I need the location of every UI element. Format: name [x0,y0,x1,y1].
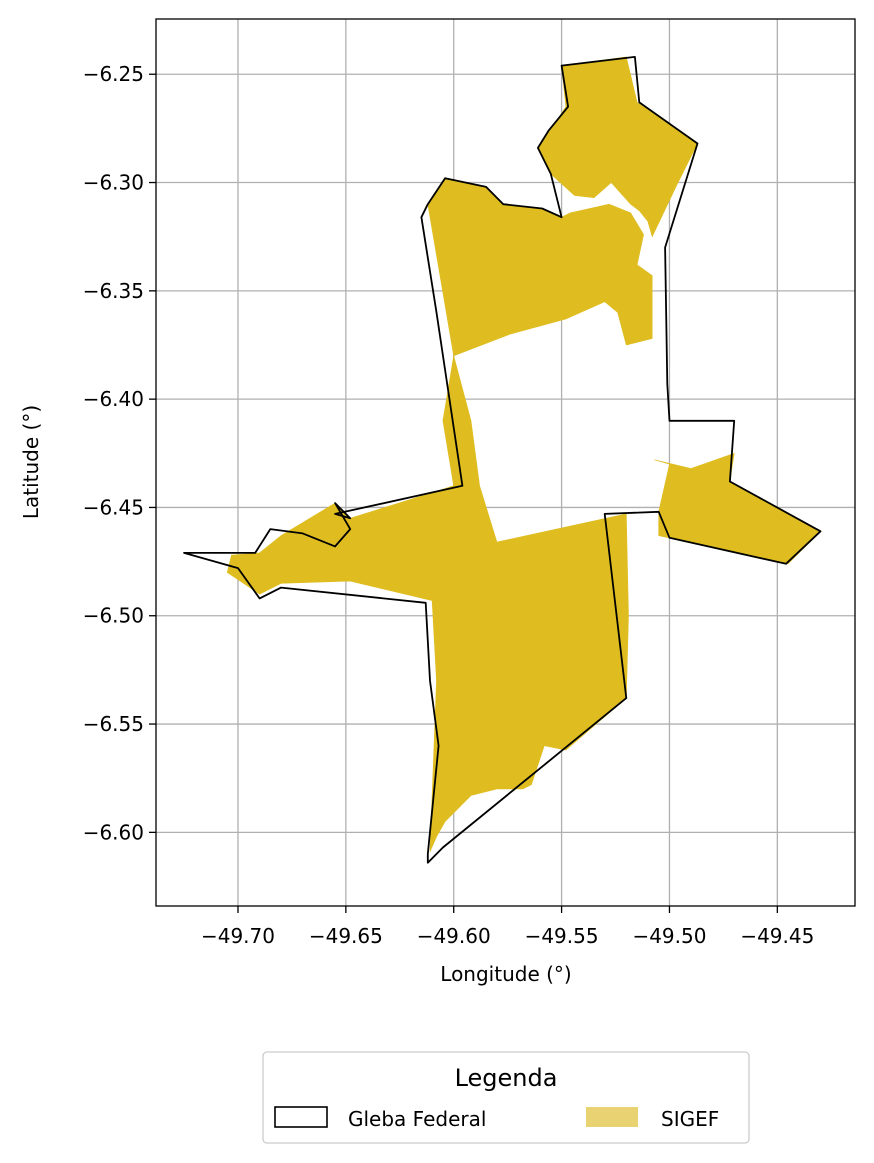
legend: Legenda Gleba Federal SIGEF [262,1051,750,1144]
legend-swatch-sigef [586,1107,638,1127]
y-tick-label: −6.45 [83,495,144,519]
legend-swatch-gleba-federal [274,1106,328,1128]
sigef-polygon [226,355,629,852]
y-axis-label: Latitude (°) [19,405,43,519]
legend-label-gleba-federal: Gleba Federal [348,1107,486,1131]
map-layers [183,56,822,864]
y-tick-label: −6.35 [83,279,144,303]
y-tick-label: −6.60 [83,820,144,844]
y-tick-label: −6.25 [83,62,144,86]
x-tick-label: −49.55 [525,924,599,948]
y-tick-label: −6.50 [83,604,144,628]
x-tick-label: −49.70 [201,924,275,948]
axis-ticks: −49.70 −49.65 −49.60 −49.55 −49.50 −49.45 −6.2… [83,62,815,948]
x-tick-label: −49.50 [632,924,706,948]
sigef-polygon [537,56,698,238]
legend-label-sigef: SIGEF [661,1107,719,1131]
gleba-federal-polygon [183,56,822,864]
y-tick-label: −6.30 [83,171,144,195]
plot-frame [155,18,856,907]
legend-title: Legenda [455,1064,558,1092]
x-tick-label: −49.45 [740,924,814,948]
x-axis-label: Longitude (°) [440,962,571,986]
x-tick-label: −49.65 [309,924,383,948]
y-tick-label: −6.40 [83,387,144,411]
x-tick-label: −49.60 [417,924,491,948]
y-tick-label: −6.55 [83,712,144,736]
